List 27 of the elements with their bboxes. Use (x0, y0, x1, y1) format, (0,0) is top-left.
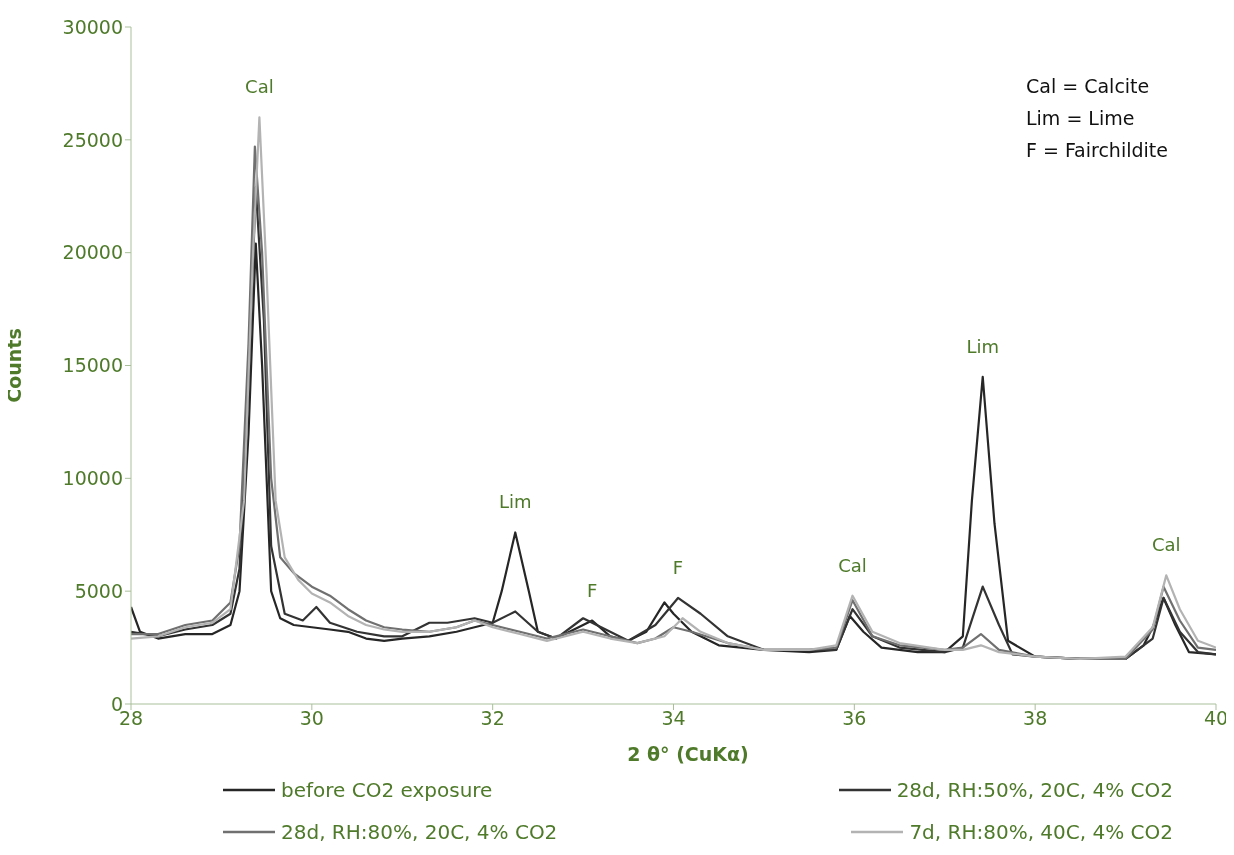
x-axis-title: 2 θ° (CuKα) (626, 743, 750, 765)
x-tick-label: 32 (480, 707, 505, 730)
y-tick-label: 5000 (74, 579, 123, 602)
y-tick-label: 30000 (62, 15, 123, 38)
annotation: Cal = Calcite (1026, 74, 1151, 99)
annotation: Lim (498, 491, 532, 513)
x-tick-label: 36 (842, 707, 867, 730)
annotation: Lim = Lime (1026, 106, 1136, 131)
y-tick-label: 15000 (62, 354, 123, 377)
annotation: Cal (245, 76, 274, 98)
annotation: F (672, 556, 684, 578)
annotation: Lim (966, 335, 1000, 357)
y-tick-label: 20000 (62, 241, 123, 264)
annotation: Cal (838, 554, 867, 576)
x-tick-label: 30 (299, 707, 324, 730)
annotation: F = Fairchildite (1026, 138, 1168, 163)
annotation: F (586, 579, 598, 601)
y-tick-label: 25000 (62, 128, 123, 151)
legend-label: 28d, RH:80%, 20C, 4% CO2 (281, 820, 558, 844)
x-tick-label: 40 (1203, 707, 1229, 730)
annotation: Cal (1151, 534, 1181, 556)
x-tick-label: 34 (661, 707, 686, 730)
legend-label: 7d, RH:80%, 40C, 4% CO2 (909, 820, 1173, 844)
x-tick-label: 38 (1023, 707, 1048, 730)
y-tick-label: 10000 (62, 467, 123, 490)
legend-label: before CO2 exposure (281, 778, 493, 802)
legend-label: 28d, RH:50%, 20C, 4% CO2 (896, 778, 1173, 802)
